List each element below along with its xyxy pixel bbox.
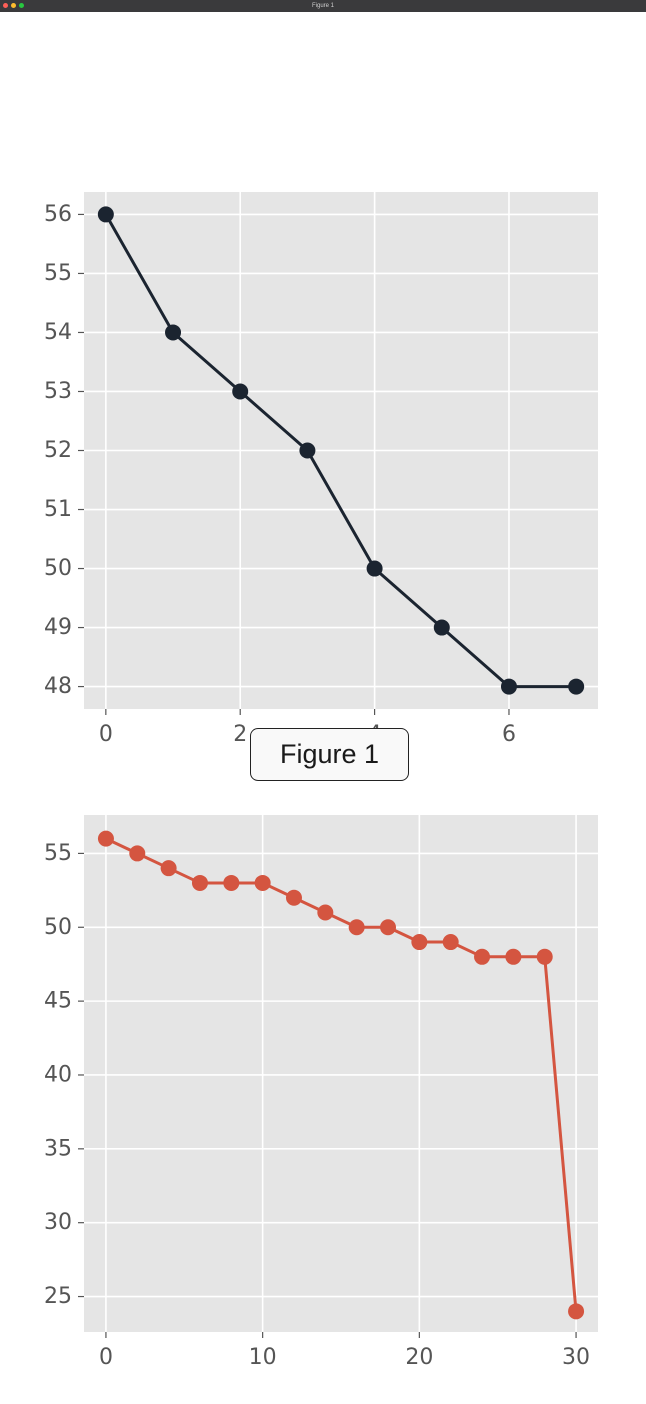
data-point	[474, 948, 491, 965]
x-tick-label: 2	[233, 722, 247, 747]
minimize-window-icon[interactable]	[11, 3, 16, 8]
data-point	[165, 324, 182, 341]
figure-label-button[interactable]: Figure 1	[250, 728, 409, 781]
data-point	[232, 383, 249, 400]
x-tick-label: 0	[99, 722, 113, 747]
x-tick-label: 6	[502, 722, 516, 747]
data-point	[97, 206, 114, 223]
y-tick-label: 51	[44, 497, 72, 522]
series-line	[105, 837, 578, 1312]
close-window-icon[interactable]	[3, 3, 8, 8]
maximize-window-icon[interactable]	[19, 3, 24, 8]
x-tick-label: 20	[405, 1345, 433, 1370]
y-tick-label: 53	[44, 379, 72, 404]
data-point	[366, 560, 383, 577]
data-point	[442, 934, 459, 951]
y-tick-label: 30	[44, 1210, 72, 1235]
data-point	[129, 845, 146, 862]
y-tick-label: 45	[44, 989, 72, 1014]
data-point	[317, 904, 334, 921]
window-title: Figure 1	[311, 3, 334, 9]
data-point	[97, 830, 114, 847]
data-point	[536, 948, 553, 965]
data-point	[568, 1303, 585, 1320]
data-point	[411, 934, 428, 951]
y-tick-label: 55	[44, 261, 72, 286]
x-tick-label: 0	[99, 1345, 113, 1370]
y-tick-label: 49	[44, 615, 72, 640]
data-point	[505, 948, 522, 965]
data-point	[299, 442, 316, 459]
y-tick-label: 48	[44, 674, 72, 699]
data-point	[160, 860, 177, 877]
top-line-chart: 4849505152535455560246	[44, 192, 598, 747]
y-tick-label: 55	[44, 841, 72, 866]
y-tick-label: 50	[44, 556, 72, 581]
data-point	[500, 678, 517, 695]
y-tick-label: 25	[44, 1284, 72, 1309]
window-titlebar: Figure 1	[0, 0, 646, 12]
y-tick-label: 35	[44, 1136, 72, 1161]
data-point	[254, 874, 271, 891]
plot-area	[84, 815, 598, 1332]
y-tick-label: 56	[44, 202, 72, 227]
y-tick-label: 54	[44, 320, 72, 345]
data-point	[285, 889, 302, 906]
series-line	[104, 213, 577, 689]
y-tick-label: 52	[44, 438, 72, 463]
y-tick-label: 40	[44, 1062, 72, 1087]
y-tick-label: 50	[44, 915, 72, 940]
data-point	[568, 678, 585, 695]
x-tick-label: 30	[562, 1345, 590, 1370]
data-point	[191, 874, 208, 891]
bottom-line-chart: 25 30 35 40 45 50 55 0 10 20 30	[44, 815, 598, 1370]
data-point	[223, 874, 240, 891]
data-point	[348, 919, 365, 936]
data-point	[380, 919, 397, 936]
data-point	[433, 619, 450, 636]
x-tick-label: 10	[249, 1345, 277, 1370]
